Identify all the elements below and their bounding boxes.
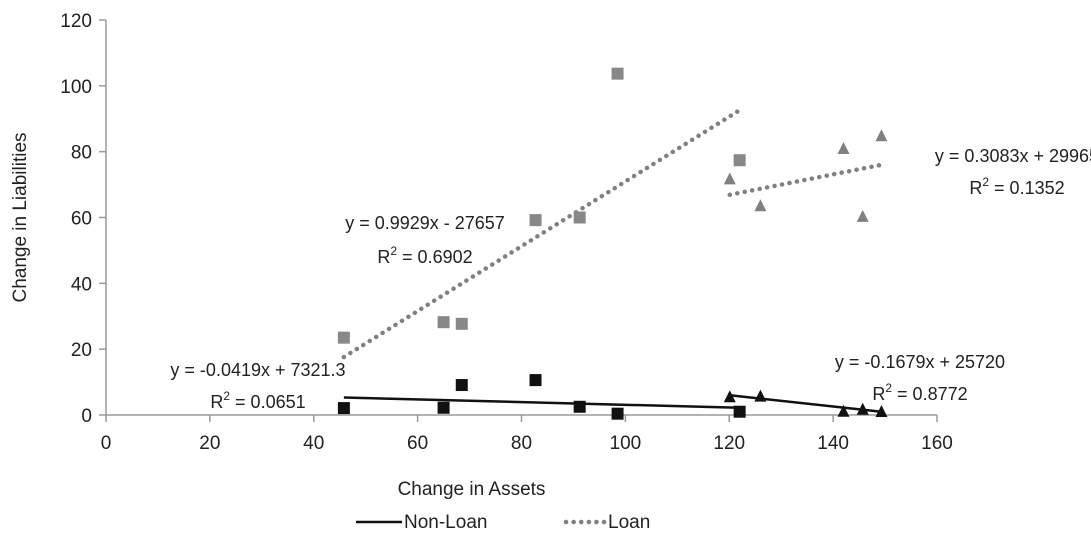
square-point <box>611 407 624 420</box>
square-point <box>337 402 350 415</box>
triangle-point <box>837 142 850 155</box>
y-tick-label: 60 <box>71 209 92 230</box>
y-tick-label: 40 <box>71 274 92 295</box>
square-point <box>337 331 350 344</box>
r-squared-value: = 0.6902 <box>397 247 473 267</box>
data-points <box>337 67 888 420</box>
y-tick-label: 0 <box>81 406 92 427</box>
triangle-point <box>856 402 869 415</box>
r-squared-label: R2 = 0.8772 <box>872 381 967 404</box>
triangle-point <box>723 390 736 403</box>
r-squared-value: = 0.8772 <box>892 384 968 404</box>
square-point <box>455 317 468 330</box>
r-squared-label: R2 = 0.0651 <box>210 389 305 412</box>
y-tick-label: 100 <box>60 77 92 98</box>
x-tick-label: 100 <box>610 433 642 454</box>
r-squared-exponent: 2 <box>223 389 230 403</box>
square-point <box>573 211 586 224</box>
trendline-equation: y = -0.1679x + 25720 <box>835 352 1005 372</box>
loan-trendline <box>727 162 884 198</box>
r-squared-label: R2 = 0.6902 <box>377 244 472 267</box>
x-tick-label: 60 <box>407 433 428 454</box>
square-point <box>437 401 450 414</box>
y-tick-label: 80 <box>71 143 92 164</box>
y-axis-title: Change in Liabilities <box>10 132 31 302</box>
x-tick-label: 160 <box>921 433 953 454</box>
r-squared-symbol: R <box>872 384 885 404</box>
r-squared-symbol: R <box>377 247 390 267</box>
x-tick-label: 80 <box>511 433 532 454</box>
square-point <box>437 316 450 329</box>
r-squared-exponent: 2 <box>390 244 397 258</box>
r-squared-symbol: R <box>210 392 223 412</box>
legend-loan-label: Loan <box>608 512 650 533</box>
y-tick-label: 120 <box>60 11 92 32</box>
square-point <box>455 379 468 392</box>
trendline-equation: y = 0.9929x - 27657 <box>345 213 505 233</box>
trendline-equation: y = 0.3083x + 29965 <box>935 146 1091 166</box>
non-loan-trendline <box>343 396 740 410</box>
y-tick-label: 20 <box>71 340 92 361</box>
non-loan-trendline <box>729 394 882 413</box>
trendlines <box>341 107 884 413</box>
x-tick-label: 40 <box>303 433 324 454</box>
triangle-point <box>856 209 869 222</box>
r-squared-exponent: 2 <box>982 175 989 189</box>
trendline-equation: y = -0.0419x + 7321.3 <box>170 360 345 380</box>
axes: 0 20 40 60 80 100 120 0 20 40 60 80 100 120 140 160 <box>60 11 953 454</box>
triangle-point <box>875 405 888 418</box>
legend-non-loan-label: Non-Loan <box>404 512 487 533</box>
triangle-point <box>754 389 767 402</box>
triangle-point <box>837 404 850 417</box>
square-point <box>733 405 746 418</box>
square-point <box>573 400 586 413</box>
square-point <box>529 214 542 227</box>
legend: Non-Loan Loan <box>356 512 650 533</box>
r-squared-value: = 0.1352 <box>989 178 1065 198</box>
x-tick-label: 0 <box>101 433 112 454</box>
square-point <box>529 374 542 387</box>
r-squared-exponent: 2 <box>885 381 892 395</box>
triangle-point <box>723 172 736 185</box>
x-tick-label: 120 <box>713 433 745 454</box>
square-point <box>611 67 624 80</box>
r-squared-label: R2 = 0.1352 <box>969 175 1064 198</box>
triangle-point <box>754 199 767 212</box>
x-tick-label: 140 <box>817 433 849 454</box>
r-squared-symbol: R <box>969 178 982 198</box>
x-tick-label: 20 <box>199 433 220 454</box>
triangle-point <box>875 129 888 142</box>
r-squared-value: = 0.0651 <box>230 392 306 412</box>
loan-trendline <box>341 107 742 360</box>
square-point <box>733 154 746 167</box>
x-axis-title: Change in Assets <box>398 479 546 500</box>
